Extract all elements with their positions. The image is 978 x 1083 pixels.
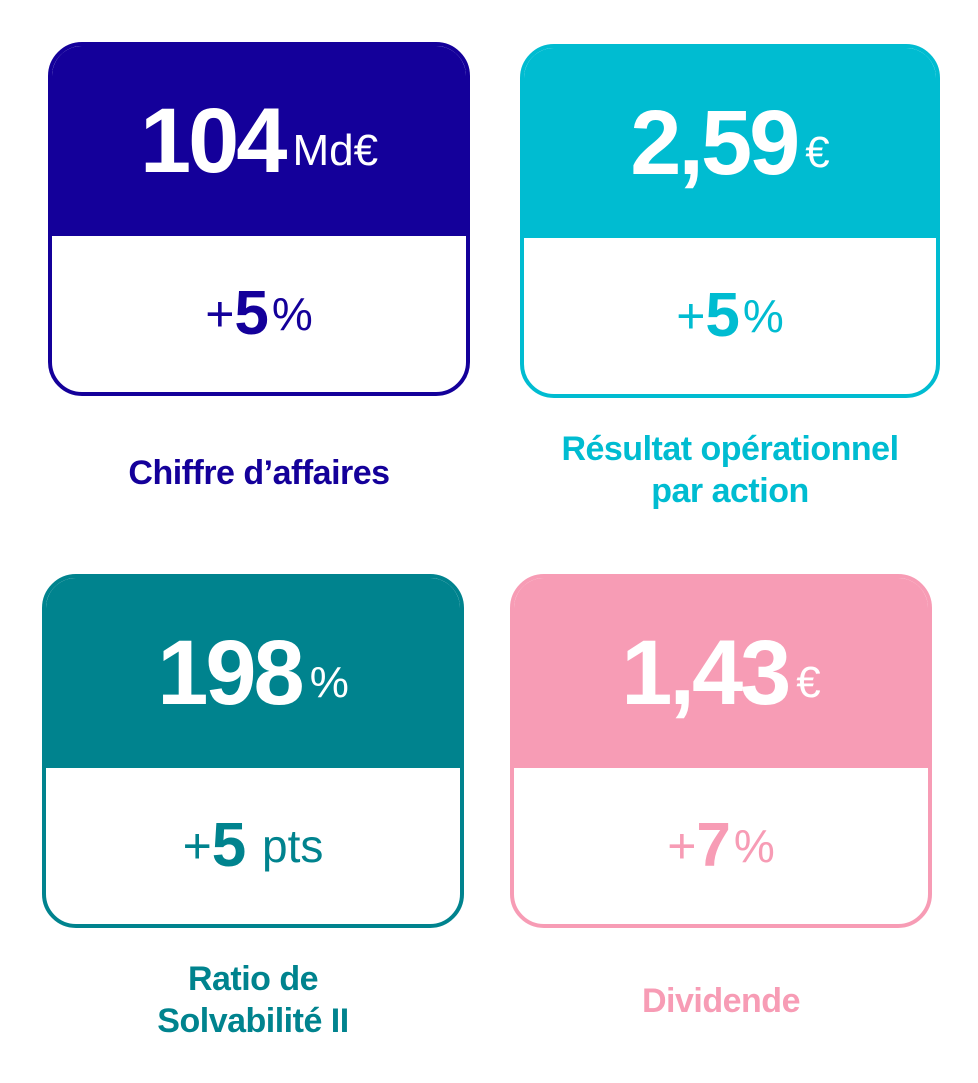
kpi-header: 1,43 €	[514, 578, 928, 768]
kpi-change-sign: +	[182, 818, 212, 874]
kpi-label-line: Ratio de	[187, 960, 319, 998]
kpi-value: 2,59	[630, 92, 800, 194]
kpi-label-line: par action	[651, 472, 809, 510]
kpi-label-line: Résultat opérationnel	[561, 430, 899, 468]
kpi-change-unit: %	[742, 290, 784, 342]
kpi-change-value: 7	[696, 811, 731, 880]
kpi-change-sign: +	[667, 818, 697, 874]
kpi-change: + 5 %	[524, 238, 936, 394]
kpi-header: 104 Md€	[52, 46, 466, 236]
kpi-card: 104 Md€ + 5 %	[48, 42, 470, 396]
kpi-change: + 5 pts	[46, 768, 460, 924]
kpi-change-unit: %	[271, 288, 313, 340]
kpi-card: 2,59 € + 5 %	[520, 44, 940, 398]
kpi-change: + 7 %	[514, 768, 928, 924]
kpi-header: 198 %	[46, 578, 460, 768]
kpi-change-unit: %	[733, 820, 775, 872]
kpi-value: 1,43	[621, 622, 791, 724]
kpi-unit: €	[805, 128, 830, 177]
kpi-label: Dividende	[510, 980, 932, 1022]
kpi-label-line: Dividende	[642, 982, 800, 1020]
kpi-value: 198	[157, 622, 304, 724]
kpi-header: 2,59 €	[524, 48, 936, 238]
kpi-label: Ratio de Solvabilité II	[42, 958, 464, 1042]
kpi-unit: %	[309, 658, 349, 707]
kpi-change-unit: pts	[249, 820, 324, 872]
kpi-card: 1,43 € + 7 %	[510, 574, 932, 928]
kpi-label-line: Solvabilité II	[157, 1002, 349, 1040]
kpi-label: Résultat opérationnel par action	[500, 428, 960, 512]
kpi-label: Chiffre d’affaires	[48, 452, 470, 494]
kpi-change-value: 5	[705, 281, 740, 350]
kpi-value: 104	[139, 90, 287, 192]
kpi-label-line: Chiffre d’affaires	[128, 454, 390, 492]
kpi-unit: €	[796, 658, 821, 707]
kpi-change-value: 5	[234, 279, 269, 348]
kpi-change-value: 5	[211, 811, 247, 880]
kpi-card: 198 % + 5 pts	[42, 574, 464, 928]
kpi-unit: Md€	[292, 126, 379, 175]
kpi-change-sign: +	[676, 288, 706, 344]
kpi-change: + 5 %	[52, 236, 466, 392]
kpi-change-sign: +	[205, 286, 235, 342]
